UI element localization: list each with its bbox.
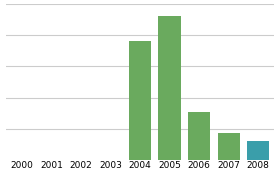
Bar [158,16,181,160]
Bar [129,41,151,160]
Bar [218,133,240,160]
Bar [247,141,269,160]
Bar [188,113,210,160]
